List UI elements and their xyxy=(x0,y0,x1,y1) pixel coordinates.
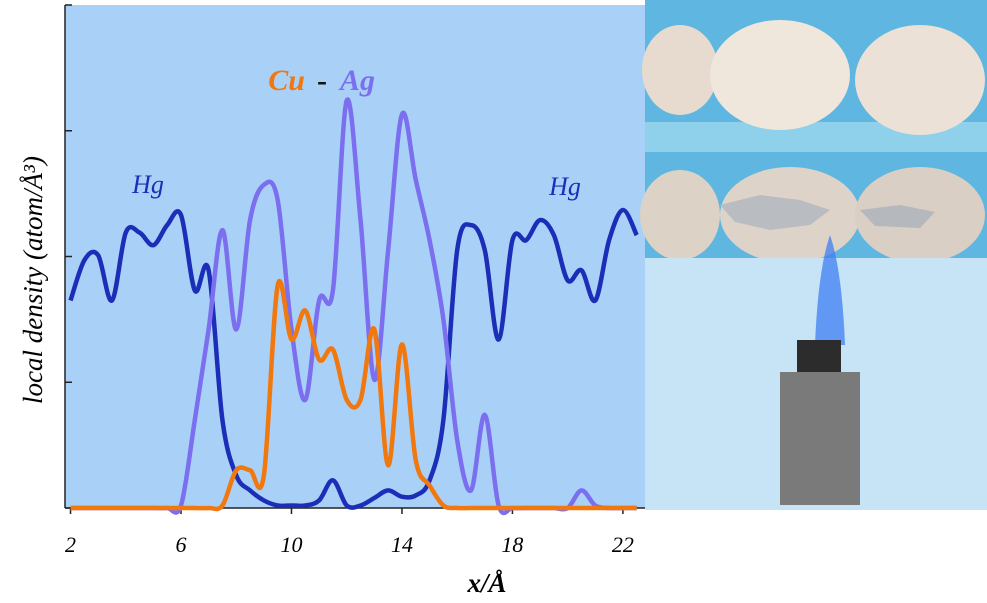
amalgam-filling xyxy=(720,195,830,230)
annotation: Cu xyxy=(268,64,305,97)
amalgam-filling xyxy=(860,205,935,228)
x-tick-label: 6 xyxy=(176,532,187,557)
photo-panel xyxy=(640,0,987,510)
plot-background xyxy=(65,5,645,508)
tooth xyxy=(642,25,718,115)
annotation: Hg xyxy=(548,172,581,201)
series-line xyxy=(70,279,637,512)
x-tick-label: 22 xyxy=(612,532,634,557)
burner-body xyxy=(780,372,860,505)
annotation: - xyxy=(317,64,327,97)
tooth xyxy=(710,20,850,130)
x-tick-label: 14 xyxy=(391,532,413,557)
burner-head xyxy=(797,340,841,375)
x-tick-label: 10 xyxy=(280,532,302,557)
flame xyxy=(815,235,845,345)
tooth xyxy=(640,170,720,260)
annotation: Ag xyxy=(338,64,375,97)
x-axis-label: x/Å xyxy=(466,568,506,598)
series-line xyxy=(68,207,639,510)
annotation: Hg xyxy=(131,170,164,199)
x-tick-label: 18 xyxy=(501,532,523,557)
tooth xyxy=(855,25,985,135)
y-axis-label: local density (atom/Å³) xyxy=(18,156,48,404)
x-tick-label: 2 xyxy=(65,532,76,557)
